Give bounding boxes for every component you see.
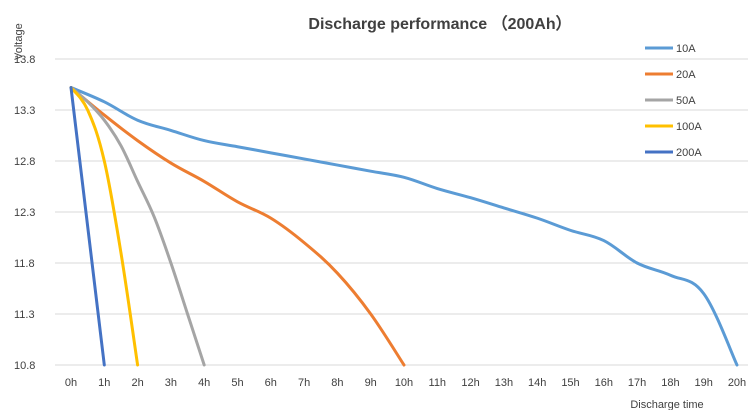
y-tick-label: 12.3 — [14, 207, 35, 219]
x-tick-labels: 0h 1h 2h 3h 4h 5h 6h 7h 8h 9h 10h 11h 12h 13h 14h 15h 16… — [65, 377, 746, 389]
x-tick-label: 13h — [495, 377, 513, 389]
y-tick-label: 13.3 — [14, 105, 35, 117]
series-lines — [69, 86, 739, 367]
x-tick-label: 19h — [695, 377, 713, 389]
y-tick-label: 11.3 — [14, 309, 35, 321]
y-axis-label: Voltage — [13, 23, 25, 60]
series-line-20a — [69, 86, 406, 367]
x-tick-label: 8h — [331, 377, 343, 389]
x-tick-label: 14h — [528, 377, 546, 389]
x-tick-label: 20h — [728, 377, 746, 389]
legend-label-50a: 50A — [676, 95, 696, 107]
x-tick-label: 0h — [65, 377, 77, 389]
x-tick-label: 15h — [561, 377, 579, 389]
gridlines — [55, 58, 748, 366]
x-tick-label: 18h — [661, 377, 679, 389]
x-tick-label: 12h — [461, 377, 479, 389]
x-axis-label: Discharge time — [630, 399, 703, 410]
x-tick-label: 2h — [131, 377, 143, 389]
x-tick-label: 11h — [429, 377, 447, 389]
legend-label-200a: 200A — [676, 147, 702, 159]
series-line-200a — [69, 86, 106, 367]
x-tick-label: 3h — [165, 377, 177, 389]
y-tick-labels: 13.8 13.3 12.8 12.3 11.8 11.3 10.8 — [14, 54, 35, 372]
x-tick-label: 9h — [365, 377, 377, 389]
y-tick-label: 11.8 — [14, 258, 35, 270]
x-tick-label: 4h — [198, 377, 210, 389]
y-tick-label: 12.8 — [14, 156, 35, 168]
x-tick-label: 10h — [395, 377, 413, 389]
x-tick-label: 1h — [98, 377, 110, 389]
x-tick-label: 16h — [595, 377, 613, 389]
x-tick-label: 17h — [628, 377, 646, 389]
legend-label-100a: 100A — [676, 121, 702, 133]
legend: 10A 20A 50A 100A 200A — [645, 43, 702, 159]
series-line-100a — [69, 86, 140, 367]
x-tick-label: 5h — [231, 377, 243, 389]
y-tick-label: 13.8 — [14, 54, 35, 66]
legend-label-20a: 20A — [676, 69, 696, 81]
x-tick-label: 6h — [265, 377, 277, 389]
chart-title: Discharge performance （200Ah） — [308, 15, 571, 33]
series-line-10a — [69, 86, 739, 367]
y-tick-label: 10.8 — [14, 360, 35, 372]
series-line-50a — [69, 86, 206, 367]
x-tick-label: 7h — [298, 377, 310, 389]
legend-label-10a: 10A — [676, 43, 696, 55]
